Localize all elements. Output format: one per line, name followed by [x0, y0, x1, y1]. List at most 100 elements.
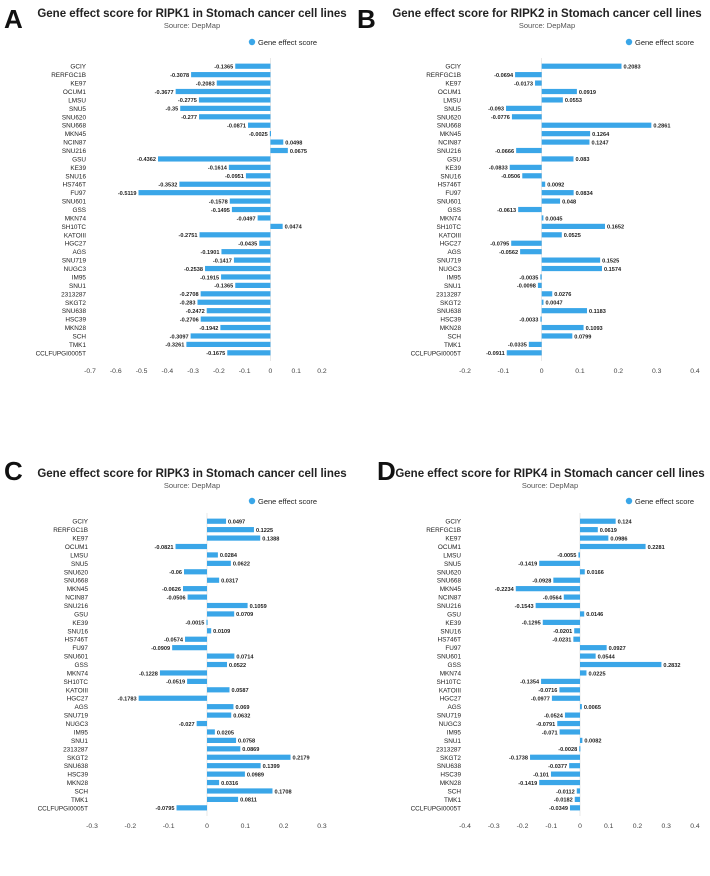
- data-label: -0.0666: [495, 149, 514, 155]
- legend-label: Gene effect score: [635, 38, 694, 47]
- category-label: TMK1: [444, 797, 461, 804]
- category-label: NCIN87: [438, 595, 461, 602]
- data-label: 0.0632: [233, 713, 250, 719]
- data-label: -0.0951: [225, 174, 244, 180]
- data-label: 0.0758: [238, 739, 255, 745]
- category-label: SNU5: [444, 561, 461, 568]
- data-label: 0.1225: [256, 528, 273, 534]
- bar: [553, 577, 580, 583]
- category-label: AGS: [75, 704, 89, 711]
- bar: [207, 729, 215, 735]
- bar: [537, 282, 542, 288]
- data-label: -0.0928: [532, 579, 551, 585]
- data-label: -0.0821: [155, 545, 174, 551]
- category-label: SNU620: [64, 569, 89, 576]
- x-tick-label: -0.3: [187, 368, 199, 375]
- bar: [270, 147, 288, 154]
- bar: [207, 611, 235, 617]
- bar: [199, 114, 271, 120]
- data-label: 0.124: [618, 520, 633, 526]
- bar: [541, 181, 546, 187]
- bar: [187, 594, 207, 600]
- bar: [551, 695, 580, 701]
- bar: [200, 291, 271, 297]
- category-label: IM95: [72, 274, 87, 281]
- bar: [207, 577, 220, 583]
- data-label: -0.0871: [227, 124, 246, 130]
- category-label: HGC27: [67, 696, 89, 703]
- bar: [515, 586, 580, 592]
- bar: [191, 72, 271, 78]
- bar: [207, 746, 241, 752]
- panel-letter-c: C: [4, 456, 23, 486]
- data-label: -0.0911: [486, 351, 505, 357]
- bar: [557, 720, 580, 727]
- data-label: -0.0035: [519, 275, 538, 281]
- category-label: GCIY: [445, 519, 461, 526]
- data-label: -0.1365: [214, 65, 233, 71]
- data-label: 0.0497: [228, 520, 245, 526]
- bar: [159, 670, 207, 676]
- data-label: -0.1578: [209, 199, 228, 205]
- x-tick-label: 0.2: [633, 823, 643, 830]
- bar: [179, 181, 271, 187]
- bar: [216, 80, 271, 86]
- data-label: -0.0909: [151, 646, 170, 652]
- data-label: -0.0524: [544, 713, 564, 719]
- x-tick-label: -0.6: [110, 368, 122, 375]
- bar: [540, 316, 542, 322]
- data-label: -0.0574: [164, 638, 184, 644]
- category-label: GSU: [72, 156, 86, 163]
- bar: [542, 619, 580, 625]
- bar: [569, 763, 580, 769]
- data-label: -0.0201: [553, 629, 572, 635]
- data-label: 0.0834: [576, 191, 594, 197]
- bar: [227, 350, 271, 356]
- bar: [580, 527, 598, 533]
- data-label: -0.1417: [213, 258, 232, 264]
- data-label: 0.0045: [545, 216, 562, 222]
- data-label: 0.0587: [232, 688, 249, 694]
- bar: [207, 737, 237, 743]
- data-label: -0.3532: [158, 183, 177, 189]
- legend-label: Gene effect score: [258, 38, 317, 47]
- category-label: LMSU: [443, 552, 461, 559]
- category-label: TMK1: [444, 342, 461, 349]
- category-label: GSS: [448, 662, 462, 669]
- data-label: -0.0182: [554, 798, 573, 804]
- category-label: 2313287: [436, 746, 461, 753]
- category-label: SNU5: [444, 106, 461, 113]
- data-label: -0.2775: [178, 98, 197, 104]
- category-label: SNU601: [64, 654, 89, 661]
- bar: [580, 661, 662, 668]
- category-label: SH10TC: [63, 679, 88, 686]
- data-label: -0.1675: [206, 351, 225, 357]
- category-label: IM95: [447, 274, 462, 281]
- category-label: FU97: [72, 645, 88, 652]
- x-tick-label: -0.5: [136, 368, 148, 375]
- bar: [259, 240, 271, 246]
- bar: [207, 771, 245, 777]
- category-label: SNU216: [64, 603, 89, 610]
- category-label: SH10TC: [436, 679, 461, 686]
- bar: [235, 282, 271, 288]
- data-label: 0.0927: [609, 646, 626, 652]
- category-label: SH10TC: [436, 224, 461, 231]
- category-label: NUGC3: [66, 721, 89, 728]
- bar: [580, 543, 646, 550]
- category-label: CCLFUPGI0005T: [411, 805, 462, 812]
- bar: [221, 249, 271, 255]
- bar: [207, 704, 234, 710]
- chart-subtitle: Source: DepMap: [519, 21, 575, 30]
- category-label: KE97: [70, 81, 86, 88]
- x-tick-label: 0.2: [317, 368, 327, 375]
- bar: [541, 291, 553, 297]
- category-label: KATOIII: [439, 232, 461, 239]
- x-tick-label: -0.1: [239, 368, 251, 375]
- data-label: 0.1059: [250, 604, 267, 610]
- data-label: -0.4362: [137, 157, 156, 163]
- x-tick-label: 0: [578, 823, 582, 830]
- x-tick-label: -0.2: [517, 823, 529, 830]
- category-label: AGS: [448, 704, 462, 711]
- category-label: MKN28: [440, 325, 462, 332]
